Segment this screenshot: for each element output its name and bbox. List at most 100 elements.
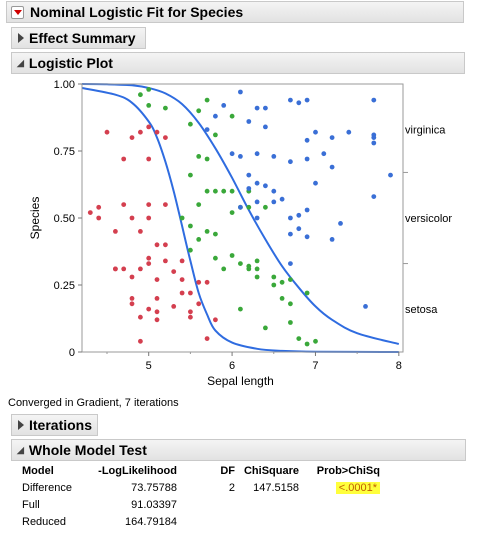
data-point-virginica <box>313 180 318 186</box>
data-point-virginica <box>246 186 252 191</box>
data-point-virginica <box>271 188 277 194</box>
data-point-versicolor <box>138 92 143 98</box>
data-point-versicolor <box>288 320 293 325</box>
data-point-versicolor <box>196 108 202 114</box>
data-point-setosa <box>188 290 193 296</box>
x-tick-label: 8 <box>396 360 402 372</box>
data-point-virginica <box>296 226 302 232</box>
data-point-virginica <box>213 113 218 119</box>
cell-df: 2 <box>228 481 235 494</box>
data-point-versicolor <box>213 132 218 138</box>
y-tick-label: 0.75 <box>54 146 75 158</box>
data-point-setosa <box>163 202 168 207</box>
whole-model-test-title: Whole Model Test <box>28 442 147 458</box>
effect-summary-header[interactable]: Effect Summary <box>11 27 146 49</box>
col-chisq: ChiSquare <box>243 464 299 477</box>
data-point-virginica <box>238 89 243 95</box>
category-label: virginica <box>405 125 446 137</box>
data-point-virginica <box>296 212 302 218</box>
data-point-setosa <box>113 229 118 234</box>
data-point-versicolor <box>254 258 260 264</box>
data-point-versicolor <box>204 229 210 234</box>
data-point-virginica <box>246 119 252 124</box>
cell-chisq: 147.5158 <box>253 481 299 494</box>
data-point-versicolor <box>246 266 252 272</box>
data-point-setosa <box>138 266 143 272</box>
cell-loglik: 91.03397 <box>131 498 177 511</box>
data-point-setosa <box>146 255 152 261</box>
data-point-virginica <box>304 207 310 213</box>
logistic-plot-header[interactable]: ◢ Logistic Plot <box>11 52 465 74</box>
cell-model: Full <box>22 498 40 511</box>
data-point-versicolor <box>263 204 268 210</box>
data-point-virginica <box>254 215 260 221</box>
iterations-header[interactable]: Iterations <box>11 414 98 436</box>
data-point-setosa <box>121 156 127 162</box>
data-point-versicolor <box>196 237 202 242</box>
data-point-versicolor <box>179 215 185 221</box>
data-point-setosa <box>213 317 218 323</box>
data-point-virginica <box>296 100 302 106</box>
data-point-setosa <box>179 277 185 282</box>
data-point-versicolor <box>204 188 210 194</box>
data-point-versicolor <box>213 231 218 237</box>
data-point-versicolor <box>213 255 218 261</box>
convergence-note: Converged in Gradient, 7 iterations <box>8 397 179 409</box>
data-point-versicolor <box>163 105 168 111</box>
data-point-versicolor <box>188 172 193 178</box>
disclosure-closed-icon[interactable] <box>18 420 24 430</box>
data-point-virginica <box>313 129 318 135</box>
data-point-versicolor <box>146 87 152 92</box>
data-point-versicolor <box>221 266 227 272</box>
data-point-versicolor <box>304 290 310 296</box>
data-point-setosa <box>129 301 135 307</box>
data-point-setosa <box>138 129 143 135</box>
data-point-virginica <box>271 199 277 205</box>
data-point-versicolor <box>254 266 260 272</box>
data-point-setosa <box>104 129 110 135</box>
cell-prob <box>299 496 380 513</box>
data-point-setosa <box>163 242 168 248</box>
data-point-setosa <box>87 210 93 216</box>
red-triangle-menu-button[interactable] <box>11 5 24 19</box>
data-point-virginica <box>263 183 268 189</box>
data-point-setosa <box>146 215 152 221</box>
data-point-setosa <box>121 266 127 272</box>
data-point-virginica <box>288 231 293 237</box>
data-point-virginica <box>229 151 235 157</box>
data-point-versicolor <box>229 188 235 194</box>
disclosure-closed-icon[interactable] <box>18 33 24 43</box>
data-point-virginica <box>329 135 335 140</box>
data-point-virginica <box>246 172 252 178</box>
x-axis-title: Sepal length <box>207 374 274 388</box>
data-point-virginica <box>371 135 377 140</box>
data-point-virginica <box>346 129 352 135</box>
table-row: Difference 73.75788 2 147.5158 <.0001* <box>22 479 380 496</box>
cell-chisq <box>235 496 299 513</box>
data-point-versicolor <box>204 97 210 103</box>
data-point-setosa <box>138 229 143 234</box>
whole-model-table: Model -LogLikelihood DF ChiSquare Prob>C… <box>22 462 380 530</box>
data-point-setosa <box>96 204 102 210</box>
disclosure-open-icon[interactable]: ◢ <box>17 444 24 455</box>
data-point-virginica <box>238 154 243 159</box>
whole-model-test-header[interactable]: ◢ Whole Model Test <box>11 439 466 461</box>
cell-model: Reduced <box>22 515 67 528</box>
data-point-versicolor <box>254 274 260 280</box>
data-point-virginica <box>221 103 227 108</box>
disclosure-open-icon[interactable]: ◢ <box>17 57 24 68</box>
data-point-virginica <box>329 164 335 170</box>
data-point-versicolor <box>196 154 202 159</box>
data-point-virginica <box>304 234 310 240</box>
data-point-setosa <box>196 279 202 285</box>
data-point-setosa <box>188 309 193 315</box>
table-row: Reduced 164.79184 <box>22 513 380 530</box>
data-point-versicolor <box>271 282 277 288</box>
table-header-row: Model -LogLikelihood DF ChiSquare Prob>C… <box>22 462 380 479</box>
data-point-virginica <box>321 151 327 157</box>
report-title-bar: Nominal Logistic Fit for Species <box>6 1 464 23</box>
data-point-setosa <box>146 202 152 207</box>
x-tick-label: 5 <box>146 360 152 372</box>
cell-loglik: 73.75788 <box>131 481 177 494</box>
data-point-setosa <box>146 261 152 266</box>
